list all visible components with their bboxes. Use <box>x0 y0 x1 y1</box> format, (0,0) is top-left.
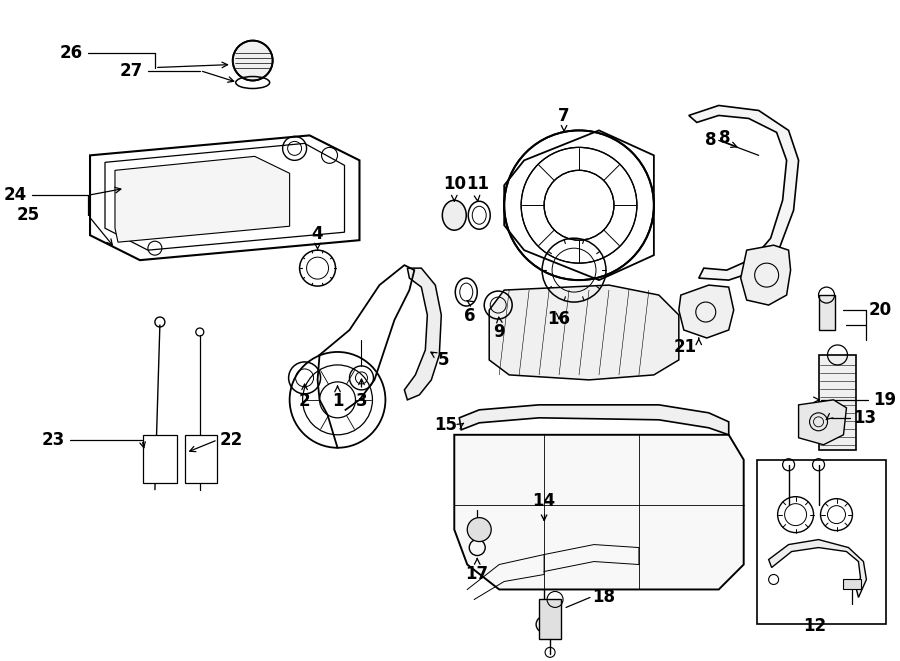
Text: 5: 5 <box>437 351 449 369</box>
Text: 24: 24 <box>4 186 27 204</box>
Text: 9: 9 <box>493 323 505 341</box>
Text: 23: 23 <box>41 431 65 449</box>
Text: 16: 16 <box>547 310 571 328</box>
Bar <box>143 435 176 483</box>
Polygon shape <box>115 157 290 242</box>
Text: 20: 20 <box>868 301 892 319</box>
Polygon shape <box>105 143 345 250</box>
Text: 1: 1 <box>332 392 343 410</box>
Text: 17: 17 <box>465 564 489 582</box>
Text: 25: 25 <box>17 206 40 224</box>
Polygon shape <box>454 435 743 590</box>
Text: 12: 12 <box>803 617 826 635</box>
Text: 21: 21 <box>673 338 697 356</box>
Text: 22: 22 <box>220 431 243 449</box>
Bar <box>539 600 561 639</box>
Text: 3: 3 <box>356 392 367 410</box>
Polygon shape <box>459 405 729 435</box>
Text: 18: 18 <box>592 588 615 606</box>
Text: 8: 8 <box>706 132 716 149</box>
Polygon shape <box>90 136 359 260</box>
Text: 10: 10 <box>443 175 466 193</box>
Text: 7: 7 <box>558 108 570 126</box>
Text: 6: 6 <box>464 307 475 325</box>
Text: 11: 11 <box>465 175 489 193</box>
Text: 4: 4 <box>311 225 323 243</box>
Text: 13: 13 <box>853 408 877 427</box>
Polygon shape <box>404 268 441 400</box>
Text: 15: 15 <box>435 416 457 434</box>
Ellipse shape <box>442 200 466 230</box>
Text: 19: 19 <box>873 391 896 409</box>
Bar <box>757 460 886 625</box>
Bar <box>818 295 834 330</box>
Circle shape <box>467 518 491 541</box>
Bar <box>818 355 857 449</box>
Text: 14: 14 <box>533 492 555 510</box>
Text: 2: 2 <box>299 392 310 410</box>
Polygon shape <box>798 400 847 445</box>
Polygon shape <box>490 285 679 380</box>
Polygon shape <box>504 130 654 280</box>
Text: 26: 26 <box>60 44 83 61</box>
Bar <box>843 580 861 590</box>
Text: 27: 27 <box>120 61 143 79</box>
Polygon shape <box>769 539 867 598</box>
Polygon shape <box>679 285 734 338</box>
Polygon shape <box>688 106 798 280</box>
Circle shape <box>233 40 273 81</box>
Polygon shape <box>741 245 790 305</box>
Text: 8: 8 <box>719 130 730 147</box>
Bar <box>184 435 217 483</box>
